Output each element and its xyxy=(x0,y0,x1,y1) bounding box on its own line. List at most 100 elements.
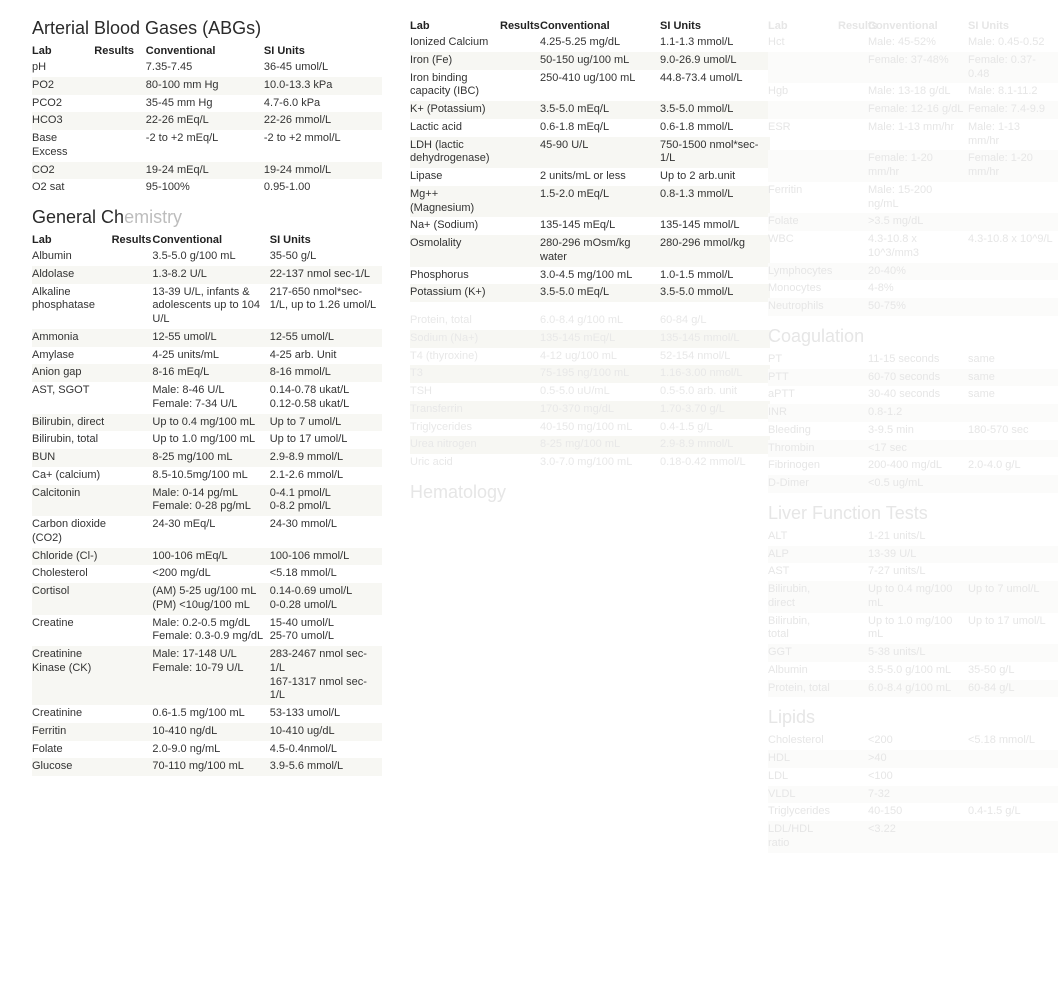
cell-si xyxy=(968,644,1058,662)
table-row: Ionized Calcium4.25-5.25 mg/dL1.1-1.3 mm… xyxy=(410,34,770,52)
cell-results xyxy=(838,821,868,853)
cell-lab: Calcitonin xyxy=(32,485,112,517)
cell-lab: T4 (thyroxine) xyxy=(410,348,500,366)
cell-conv: 0.8-1.2 xyxy=(868,404,968,422)
cell-lab: Ca+ (calcium) xyxy=(32,467,112,485)
cell-si: -2 to +2 mmol/L xyxy=(264,130,382,162)
cell-results xyxy=(94,59,146,77)
cell-lab: ALT xyxy=(768,528,838,546)
table-row: Female: 12-16 g/dLFemale: 7.4-9.9 xyxy=(768,101,1058,119)
cell-lab xyxy=(768,101,838,119)
cell-conv: 3.0-4.5 mg/100 mL xyxy=(540,267,660,285)
cell-results xyxy=(112,414,153,432)
cell-results xyxy=(838,52,868,84)
cell-lab: PT xyxy=(768,351,838,369)
cell-si: 0.18-0.42 mmol/L xyxy=(660,454,770,472)
cell-conv: 6.0-8.4 g/100 mL xyxy=(540,312,660,330)
cell-conv: Male: 17-148 U/LFemale: 10-79 U/L xyxy=(152,646,269,705)
cell-conv: 12-55 umol/L xyxy=(152,329,269,347)
cell-lab: Thrombin xyxy=(768,440,838,458)
cell-lab: Bleeding xyxy=(768,422,838,440)
three-column-layout: Arterial Blood Gases (ABGs) Lab Results … xyxy=(0,18,1062,863)
table-row: Ferritin10-410 ng/dL10-410 ug/dL xyxy=(32,723,382,741)
table-row: CalcitoninMale: 0-14 pg/mLFemale: 0-28 p… xyxy=(32,485,382,517)
cell-results xyxy=(500,365,540,383)
cell-si: 0.4-1.5 g/L xyxy=(660,419,770,437)
cell-results xyxy=(838,528,868,546)
right-sec2-title: Coagulation xyxy=(768,326,1048,347)
right-sec1-table: Lab Results Conventional SI Units HctMal… xyxy=(768,18,1058,316)
table-row: PCO235-45 mm Hg4.7-6.0 kPa xyxy=(32,95,382,113)
cell-results xyxy=(838,786,868,804)
cell-conv: Up to 0.4 mg/100 mL xyxy=(152,414,269,432)
cell-conv: 135-145 mEq/L xyxy=(540,217,660,235)
cell-si xyxy=(968,440,1058,458)
table-row: LDL/HDL ratio<3.22 xyxy=(768,821,1058,853)
cell-conv: Up to 1.0 mg/100 mL xyxy=(152,431,269,449)
mid-faded-table: Protein, total6.0-8.4 g/100 mL60-84 g/LS… xyxy=(410,312,770,472)
table-row: WBC4.3-10.8 x 10^3/mm34.3-10.8 x 10^9/L xyxy=(768,231,1058,263)
mid-th-si: SI Units xyxy=(660,18,770,34)
cell-lab: Lymphocytes xyxy=(768,263,838,281)
table-row: aPTT30-40 secondssame xyxy=(768,386,1058,404)
cell-conv: >3.5 mg/dL xyxy=(868,213,968,231)
table-row: HDL>40 xyxy=(768,750,1058,768)
cell-results xyxy=(838,298,868,316)
cell-si: 3.5-5.0 mmol/L xyxy=(660,101,770,119)
cell-lab: TSH xyxy=(410,383,500,401)
cell-si: 8-16 mmol/L xyxy=(270,364,382,382)
table-row: Thrombin<17 sec xyxy=(768,440,1058,458)
cell-lab: Fibrinogen xyxy=(768,457,838,475)
cell-lab: Na+ (Sodium) xyxy=(410,217,500,235)
cell-si: 135-145 mmol/L xyxy=(660,217,770,235)
cell-lab: Albumin xyxy=(768,662,838,680)
cell-conv: 1.5-2.0 mEq/L xyxy=(540,186,660,218)
cell-si xyxy=(968,786,1058,804)
cell-lab: Albumin xyxy=(32,248,112,266)
cell-lab: Anion gap xyxy=(32,364,112,382)
right-sec3-title: Liver Function Tests xyxy=(768,503,1048,524)
table-row: INR0.8-1.2 xyxy=(768,404,1058,422)
cell-conv: -2 to +2 mEq/L xyxy=(146,130,264,162)
table-row: K+ (Potassium)3.5-5.0 mEq/L3.5-5.0 mmol/… xyxy=(410,101,770,119)
cell-results xyxy=(838,150,868,182)
cell-results xyxy=(94,130,146,162)
cell-results xyxy=(94,162,146,180)
cell-si: Up to 17 umol/L xyxy=(968,613,1058,645)
cell-si: 60-84 g/L xyxy=(968,680,1058,698)
table-row: Cholesterol<200 mg/dL<5.18 mmol/L xyxy=(32,565,382,583)
table-row: TSH0.5-5.0 uU/mL0.5-5.0 arb. unit xyxy=(410,383,770,401)
cell-conv: 0.6-1.5 mg/100 mL xyxy=(152,705,269,723)
cell-lab: Iron binding capacity (IBC) xyxy=(410,70,500,102)
cell-results xyxy=(112,548,153,566)
column-right-faded: Lab Results Conventional SI Units HctMal… xyxy=(768,18,1048,863)
cell-lab: Cholesterol xyxy=(768,732,838,750)
cell-si: 19-24 mmol/L xyxy=(264,162,382,180)
cell-si: 750-1500 nmol*sec-1/L xyxy=(660,137,770,169)
cell-conv: 5-38 units/L xyxy=(868,644,968,662)
cell-lab: PO2 xyxy=(32,77,94,95)
cell-results xyxy=(112,583,153,615)
cell-conv: <200 mg/dL xyxy=(152,565,269,583)
right-sec2-table: PT11-15 secondssamePTT60-70 secondssamea… xyxy=(768,351,1058,493)
r-th-conv: Conventional xyxy=(868,18,968,34)
cell-lab: K+ (Potassium) xyxy=(410,101,500,119)
cell-conv: 75-195 ng/100 mL xyxy=(540,365,660,383)
abg-th-conv: Conventional xyxy=(146,43,264,59)
table-row: PO280-100 mm Hg10.0-13.3 kPa xyxy=(32,77,382,95)
cell-conv: >40 xyxy=(868,750,968,768)
cell-si: 217-650 nmol*sec-1/L, up to 1.26 umol/L xyxy=(270,284,382,329)
cell-results xyxy=(838,563,868,581)
cell-results xyxy=(112,266,153,284)
table-row: Mg++ (Magnesium)1.5-2.0 mEq/L0.8-1.3 mmo… xyxy=(410,186,770,218)
cell-lab xyxy=(768,52,838,84)
table-row: Potassium (K+)3.5-5.0 mEq/L3.5-5.0 mmol/… xyxy=(410,284,770,302)
table-row: Phosphorus3.0-4.5 mg/100 mL1.0-1.5 mmol/… xyxy=(410,267,770,285)
cell-results xyxy=(500,235,540,267)
table-row: Base Excess-2 to +2 mEq/L-2 to +2 mmol/L xyxy=(32,130,382,162)
cell-si: 60-84 g/L xyxy=(660,312,770,330)
cell-si: 36-45 umol/L xyxy=(264,59,382,77)
cell-conv: 80-100 mm Hg xyxy=(146,77,264,95)
cell-si: Male: 8.1-11.2 xyxy=(968,83,1058,101)
table-row: CO219-24 mEq/L19-24 mmol/L xyxy=(32,162,382,180)
